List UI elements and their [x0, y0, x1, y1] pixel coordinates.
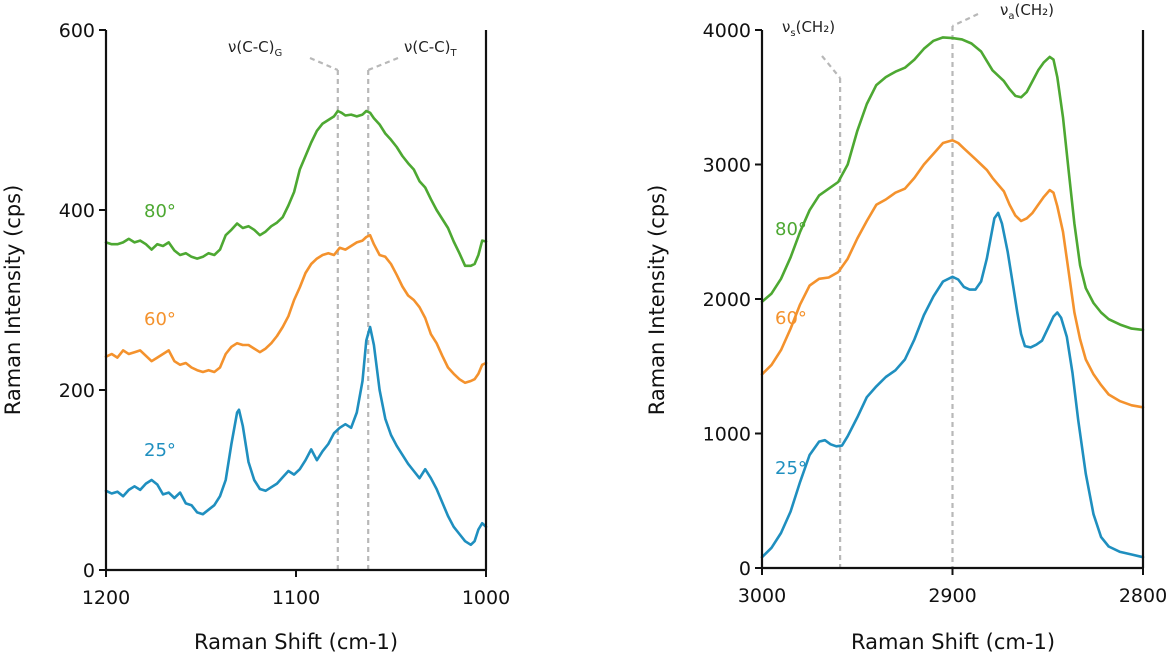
x-tick-label-1200: 1200 [82, 587, 130, 609]
y-tick-label-4000: 4000 [703, 20, 751, 42]
axes: 0 1000 2000 3000 4000 3000 2900 2800 [703, 20, 1168, 607]
peak-annotation-0: ν(C-C)G [228, 38, 282, 59]
x-tick-label-1100: 1100 [272, 587, 320, 609]
y-tick-label-400: 400 [59, 200, 95, 222]
series-line-80 [104, 109, 488, 268]
series-labels: ν(C-C)G ν(C-C)T 25° 60° 80° [144, 38, 457, 461]
guide-connector-1 [367, 56, 399, 72]
guide-connector-1 [952, 13, 979, 27]
series-line-80 [760, 36, 1145, 332]
peak-annotation-1: νa(CH₂) [1000, 1, 1054, 22]
x-axis-title: Raman Shift (cm-1) [194, 630, 398, 654]
series-label-25: 25° [775, 458, 807, 479]
peak-annotation-1: ν(C-C)T [404, 38, 457, 59]
y-tick-label-0: 0 [739, 558, 751, 580]
y-axis-title: Raman Intensity (cps) [1, 185, 25, 416]
x-tick-label-3000: 3000 [738, 585, 786, 607]
guide-lines [821, 13, 979, 568]
series-label-60: 60° [775, 308, 807, 329]
y-tick-label-0: 0 [83, 560, 95, 582]
y-axis-title: Raman Intensity (cps) [645, 185, 669, 416]
x-tick-label-2900: 2900 [928, 585, 976, 607]
y-tick-label-600: 600 [59, 20, 95, 42]
series-line-25 [760, 211, 1145, 559]
guide-lines [309, 56, 399, 570]
x-axis-title: Raman Shift (cm-1) [851, 630, 1055, 654]
y-tick-label-1000: 1000 [703, 424, 751, 446]
x-tick-label-1000: 1000 [462, 587, 510, 609]
peak-annotation-0: νs(CH₂) [782, 18, 835, 39]
y-tick-label-200: 200 [59, 380, 95, 402]
guide-connector-0 [821, 55, 841, 79]
x-tick-label-2800: 2800 [1119, 585, 1167, 607]
axes: 0 200 400 600 1200 1100 1000 [59, 20, 510, 609]
series-lines [760, 36, 1145, 559]
series-label-80: 80° [144, 201, 176, 222]
y-tick-label-2000: 2000 [703, 289, 751, 311]
guide-connector-0 [309, 56, 339, 72]
series-line-60 [104, 233, 488, 385]
y-tick-label-3000: 3000 [703, 155, 751, 177]
series-label-80: 80° [775, 219, 807, 240]
series-line-25 [104, 325, 488, 547]
series-lines [104, 109, 488, 547]
series-line-60 [760, 139, 1145, 409]
chart-right-ch-stretch: 0 1000 2000 3000 4000 3000 2900 2800 νs(CH₂) νa(… [645, 1, 1167, 654]
series-labels: νs(CH₂) νa(CH₂) 25° 60° 80° [775, 1, 1054, 479]
series-label-60: 60° [144, 309, 176, 330]
chart-left-cc-stretch: 0 200 400 600 1200 1100 1000 ν(C-C)G ν(C-C)T 25°… [1, 20, 510, 654]
series-label-25: 25° [144, 440, 176, 461]
